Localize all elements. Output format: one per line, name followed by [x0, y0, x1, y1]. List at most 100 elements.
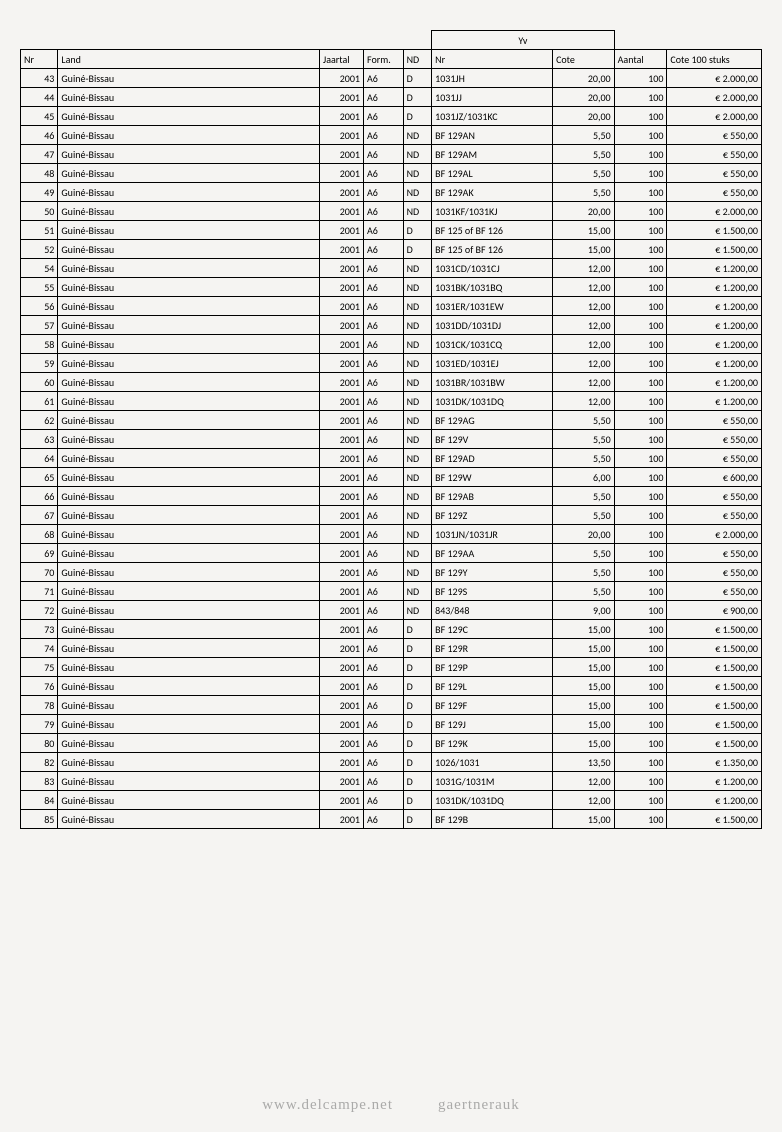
cell-nr: 85	[21, 810, 58, 829]
cell-cote100: € 550,00	[667, 487, 762, 506]
cell-aantal: 100	[614, 696, 667, 715]
header-form: Form.	[364, 50, 404, 69]
cell-cote100: € 550,00	[667, 183, 762, 202]
cell-land: Guiné-Bissau	[58, 525, 320, 544]
cell-nr: 61	[21, 392, 58, 411]
table-row: 46Guiné-Bissau2001A6NDBF 129AN5,50100€ 5…	[21, 126, 762, 145]
cell-nd: ND	[403, 297, 432, 316]
cell-land: Guiné-Bissau	[58, 734, 320, 753]
cell-land: Guiné-Bissau	[58, 335, 320, 354]
cell-jaar: 2001	[320, 810, 364, 829]
cell-aantal: 100	[614, 88, 667, 107]
cell-land: Guiné-Bissau	[58, 164, 320, 183]
cell-cote100: € 1.500,00	[667, 734, 762, 753]
cell-form: A6	[364, 525, 404, 544]
table-row: 82Guiné-Bissau2001A6D1026/103113,50100€ …	[21, 753, 762, 772]
cell-yvnr: BF 129Y	[432, 563, 553, 582]
cell-yvnr: 1031G/1031M	[432, 772, 553, 791]
cell-land: Guiné-Bissau	[58, 107, 320, 126]
cell-nr: 82	[21, 753, 58, 772]
cell-cote: 20,00	[553, 525, 615, 544]
cell-nr: 47	[21, 145, 58, 164]
cell-nr: 79	[21, 715, 58, 734]
cell-nd: D	[403, 107, 432, 126]
table-row: 69Guiné-Bissau2001A6NDBF 129AA5,50100€ 5…	[21, 544, 762, 563]
cell-jaar: 2001	[320, 677, 364, 696]
cell-nd: ND	[403, 468, 432, 487]
cell-cote: 15,00	[553, 677, 615, 696]
cell-cote: 20,00	[553, 88, 615, 107]
cell-land: Guiné-Bissau	[58, 791, 320, 810]
cell-yvnr: 1031JJ	[432, 88, 553, 107]
cell-yvnr: 1031JZ/1031KC	[432, 107, 553, 126]
cell-nd: D	[403, 696, 432, 715]
cell-aantal: 100	[614, 791, 667, 810]
cell-form: A6	[364, 88, 404, 107]
cell-jaar: 2001	[320, 430, 364, 449]
cell-jaar: 2001	[320, 297, 364, 316]
table-row: 80Guiné-Bissau2001A6DBF 129K15,00100€ 1.…	[21, 734, 762, 753]
cell-cote: 15,00	[553, 658, 615, 677]
cell-nr: 60	[21, 373, 58, 392]
table-row: 76Guiné-Bissau2001A6DBF 129L15,00100€ 1.…	[21, 677, 762, 696]
cell-aantal: 100	[614, 715, 667, 734]
cell-nd: ND	[403, 601, 432, 620]
cell-land: Guiné-Bissau	[58, 373, 320, 392]
table-row: 79Guiné-Bissau2001A6DBF 129J15,00100€ 1.…	[21, 715, 762, 734]
cell-form: A6	[364, 69, 404, 88]
cell-jaar: 2001	[320, 525, 364, 544]
cell-nd: D	[403, 69, 432, 88]
cell-aantal: 100	[614, 202, 667, 221]
table-row: 67Guiné-Bissau2001A6NDBF 129Z5,50100€ 55…	[21, 506, 762, 525]
cell-land: Guiné-Bissau	[58, 297, 320, 316]
cell-nd: ND	[403, 335, 432, 354]
cell-nd: ND	[403, 582, 432, 601]
cell-nd: ND	[403, 164, 432, 183]
cell-land: Guiné-Bissau	[58, 145, 320, 164]
cell-jaar: 2001	[320, 772, 364, 791]
cell-land: Guiné-Bissau	[58, 506, 320, 525]
cell-land: Guiné-Bissau	[58, 430, 320, 449]
cell-cote100: € 550,00	[667, 126, 762, 145]
cell-yvnr: BF 129C	[432, 620, 553, 639]
cell-nr: 78	[21, 696, 58, 715]
cell-nr: 84	[21, 791, 58, 810]
cell-cote: 20,00	[553, 69, 615, 88]
cell-aantal: 100	[614, 582, 667, 601]
cell-yvnr: BF 125 of BF 126	[432, 240, 553, 259]
cell-cote: 12,00	[553, 316, 615, 335]
cell-cote100: € 550,00	[667, 164, 762, 183]
cell-jaar: 2001	[320, 468, 364, 487]
cell-nd: ND	[403, 544, 432, 563]
cell-form: A6	[364, 810, 404, 829]
cell-land: Guiné-Bissau	[58, 392, 320, 411]
cell-nd: ND	[403, 449, 432, 468]
cell-jaar: 2001	[320, 620, 364, 639]
cell-form: A6	[364, 449, 404, 468]
table-superheader: Yv	[21, 31, 762, 50]
cell-jaar: 2001	[320, 335, 364, 354]
table-row: 66Guiné-Bissau2001A6NDBF 129AB5,50100€ 5…	[21, 487, 762, 506]
cell-cote: 5,50	[553, 487, 615, 506]
header-yvnr: Nr	[432, 50, 553, 69]
cell-cote100: € 550,00	[667, 430, 762, 449]
cell-cote100: € 1.200,00	[667, 392, 762, 411]
cell-cote100: € 550,00	[667, 506, 762, 525]
cell-form: A6	[364, 772, 404, 791]
cell-aantal: 100	[614, 506, 667, 525]
cell-cote: 9,00	[553, 601, 615, 620]
cell-land: Guiné-Bissau	[58, 240, 320, 259]
cell-jaar: 2001	[320, 126, 364, 145]
data-table: Yv Nr Land Jaartal Form. ND Nr Cote Aant…	[20, 30, 762, 829]
cell-nd: D	[403, 620, 432, 639]
cell-cote100: € 1.500,00	[667, 715, 762, 734]
cell-aantal: 100	[614, 810, 667, 829]
header-land: Land	[58, 50, 320, 69]
cell-yvnr: 1031ER/1031EW	[432, 297, 553, 316]
cell-yvnr: BF 129J	[432, 715, 553, 734]
cell-cote: 5,50	[553, 183, 615, 202]
cell-nd: ND	[403, 278, 432, 297]
cell-nr: 69	[21, 544, 58, 563]
cell-jaar: 2001	[320, 145, 364, 164]
cell-yvnr: BF 129AM	[432, 145, 553, 164]
